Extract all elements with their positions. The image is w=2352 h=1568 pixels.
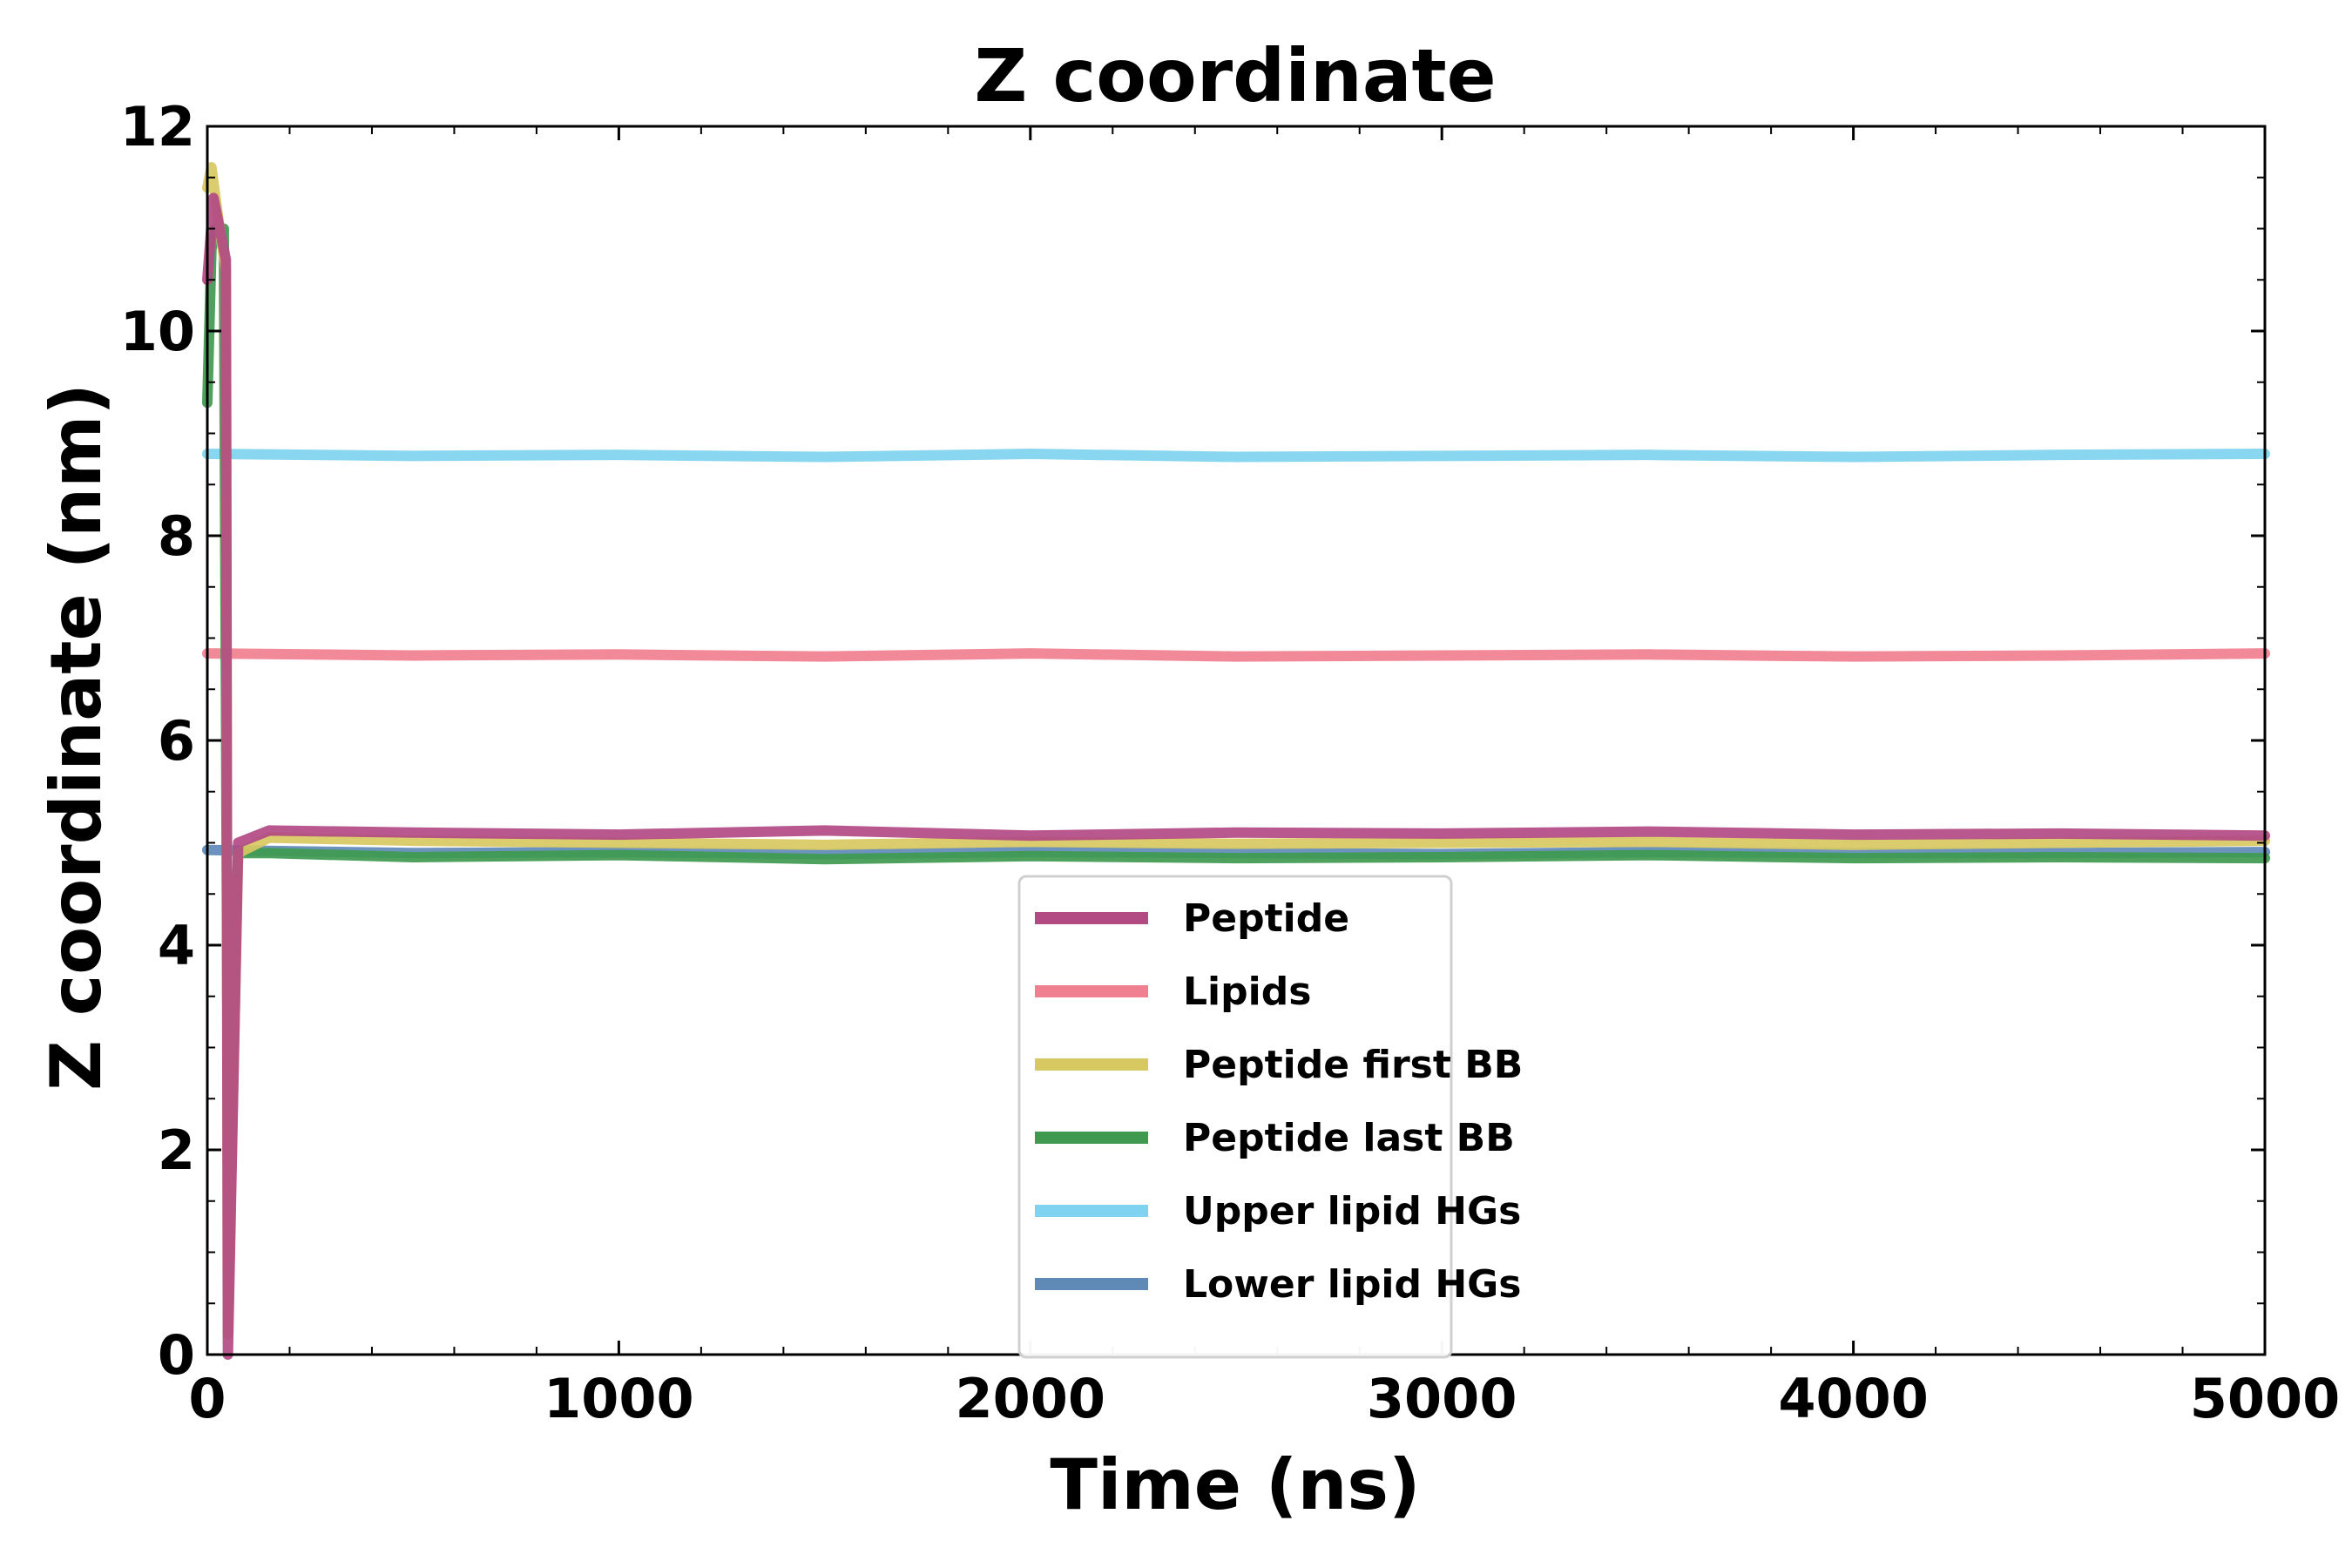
series-line-lipids [202, 648, 2270, 662]
series-group [202, 162, 2270, 1360]
x-tick-label: 3000 [1367, 1367, 1517, 1430]
legend-label: Lipids [1183, 970, 1311, 1014]
series-line-upper-lipid-hgs [202, 449, 2270, 463]
x-tick-label: 2000 [956, 1367, 1106, 1430]
y-tick-label: 10 [120, 300, 195, 363]
x-axis-ticks: 0 1000 2000 3000 4000 5000 [188, 126, 2340, 1430]
y-tick-label: 12 [120, 95, 195, 159]
y-tick-label: 2 [158, 1119, 195, 1182]
x-tick-label: 5000 [2190, 1367, 2341, 1430]
y-axis-ticks: 0 2 4 6 8 10 12 [120, 95, 2265, 1387]
y-axis-label: Z coordinate (nm) [36, 383, 117, 1091]
x-tick-label: 0 [188, 1367, 226, 1430]
x-tick-label: 1000 [544, 1367, 694, 1430]
legend: Peptide Lipids Peptide first BB Peptide las… [1017, 875, 1523, 1359]
y-tick-label: 8 [158, 504, 195, 568]
y-tick-label: 4 [158, 914, 195, 977]
legend-label: Peptide last BB [1183, 1116, 1515, 1160]
y-tick-label: 0 [158, 1323, 195, 1387]
y-tick-label: 6 [158, 709, 195, 773]
x-axis-label: Time (ns) [1050, 1444, 1420, 1525]
legend-label: Peptide [1183, 896, 1349, 941]
legend-label: Lower lipid HGs [1183, 1262, 1521, 1307]
legend-label: Upper lipid HGs [1183, 1189, 1521, 1233]
x-tick-label: 4000 [1778, 1367, 1929, 1430]
series-line-peptide [202, 193, 2270, 1360]
chart-title: Z coordinate [974, 33, 1496, 118]
legend-label: Peptide first BB [1183, 1043, 1523, 1087]
